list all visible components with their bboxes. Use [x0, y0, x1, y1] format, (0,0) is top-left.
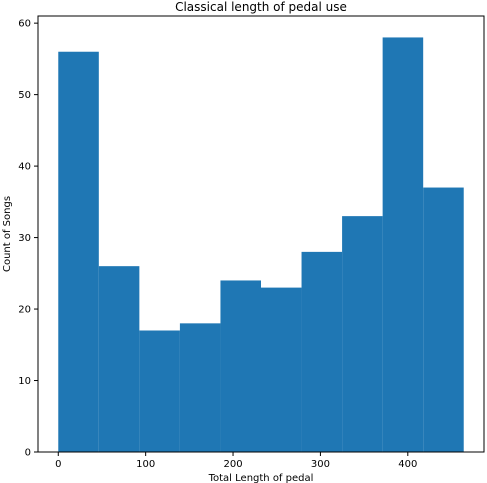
y-tick-label-1: 10 [18, 376, 31, 387]
histogram-bar-3 [179, 323, 221, 452]
y-tick-label-2: 20 [18, 305, 31, 316]
y-tick-label-5: 50 [18, 90, 31, 101]
y-axis-ticks: 0 10 20 30 40 50 60 [18, 19, 38, 459]
x-tick-label-4: 400 [398, 459, 417, 470]
chart-title: Classical length of pedal use [175, 0, 347, 14]
y-tick-label-4: 40 [18, 162, 31, 173]
x-tick-label-2: 200 [223, 459, 242, 470]
y-axis-label: Count of Songs [2, 196, 13, 272]
histogram-bar-1 [98, 266, 140, 452]
x-tick-label-3: 300 [311, 459, 330, 470]
histogram-bar-7 [342, 216, 383, 452]
x-tick-label-1: 100 [136, 459, 155, 470]
histogram-bar-2 [139, 330, 180, 452]
histogram-bar-8 [382, 37, 424, 452]
histogram-bar-9 [423, 187, 464, 452]
y-tick-label-0: 0 [25, 448, 31, 459]
y-tick-label-6: 60 [18, 19, 31, 30]
histogram-bar-5 [261, 287, 302, 452]
y-tick-label-3: 30 [18, 233, 31, 244]
histogram-bar-6 [301, 251, 343, 452]
histogram-bar-0 [58, 51, 99, 453]
plot-frame [37, 15, 485, 453]
bars-group [58, 37, 464, 453]
x-axis-label: Total Length of pedal [208, 473, 314, 483]
x-tick-label-0: 0 [55, 459, 61, 470]
histogram-bar-4 [220, 280, 261, 452]
x-axis-ticks: 0 100 200 300 400 [55, 452, 417, 470]
